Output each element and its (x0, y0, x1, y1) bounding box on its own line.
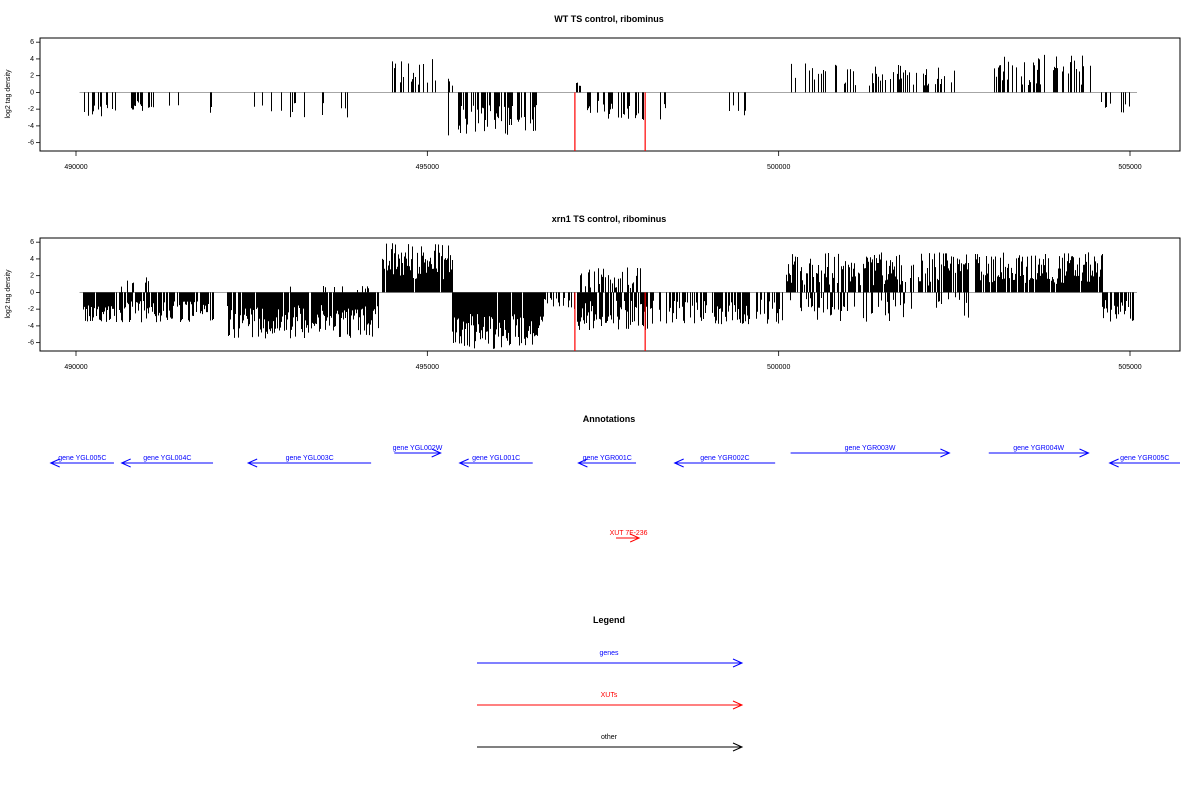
gene-arrow-head (49, 458, 60, 468)
x-ticks: 490000 495000 500000 505000 (64, 151, 1142, 171)
gene-arrow-head (673, 458, 684, 468)
gene-arrow-head (577, 458, 588, 468)
gene-label: gene YGR001C (583, 455, 632, 462)
legend-arrow-head (732, 742, 744, 752)
panel-title: WT TS control, ribominus (554, 14, 664, 24)
plot-frame (39, 37, 1181, 152)
y-tick-label: 0 (30, 89, 34, 96)
x-tick-label: 495000 (416, 364, 439, 371)
y-tick-label: 2 (30, 73, 34, 80)
panel-xrn1: xrn1 TS control, ribominus log2 tag dens… (5, 214, 1181, 371)
y-tick-label: -4 (28, 323, 34, 330)
gene-arrow-head (458, 458, 469, 468)
x-tick-label: 500000 (767, 164, 790, 171)
x-ticks: 490000 495000 500000 505000 (64, 351, 1142, 371)
annotations-title: Annotations (583, 414, 636, 424)
density-bars (79, 243, 1138, 351)
x-tick-label: 505000 (1118, 164, 1141, 171)
y-tick-label: 6 (30, 39, 34, 46)
legend-items: genes XUTs other (477, 650, 744, 752)
x-tick-label: 490000 (64, 164, 87, 171)
y-tick-label: 4 (30, 256, 34, 263)
y-tick-label: 0 (30, 289, 34, 296)
gene-arrow-head (940, 448, 951, 458)
x-tick-label: 505000 (1118, 364, 1141, 371)
gene-arrow-head (431, 448, 442, 458)
y-tick-label: 6 (30, 239, 34, 246)
xut-label: XUT 7F-236 (610, 530, 648, 537)
gene-label: gene YGL004C (143, 455, 191, 462)
annotations-track: Annotations gene YGL005C gene YGL004C gene… (49, 414, 1180, 543)
gene-arrow-head (1079, 448, 1090, 458)
y-tick-label: 2 (30, 273, 34, 280)
legend-label: other (601, 734, 618, 741)
gene-label: gene YGR002C (700, 455, 749, 462)
gene-label: gene YGR004W (1013, 445, 1064, 452)
y-ticks: -6 -4 -2 0 2 4 6 (28, 39, 40, 147)
panel-title: xrn1 TS control, ribominus (552, 214, 667, 224)
gene-label: gene YGR003W (845, 445, 896, 452)
legend-label: XUTs (601, 692, 618, 699)
gene-label: gene YGL005C (58, 455, 106, 462)
y-tick-label: -6 (28, 340, 34, 347)
y-tick-label: -2 (28, 106, 34, 113)
plot-frame (39, 237, 1181, 352)
gene-arrow-head (246, 458, 258, 468)
xut-arrows: XUT 7F-236 (610, 530, 648, 543)
gene-label: gene YGL002W (393, 445, 443, 452)
gene-label: gene YGL003C (286, 455, 334, 462)
y-tick-label: 4 (30, 56, 34, 63)
panel-wt: WT TS control, ribominus log2 tag densit… (5, 14, 1181, 171)
gene-label: gene YGL001C (472, 455, 520, 462)
xut-arrow-head (629, 533, 641, 543)
gene-label: gene YGR005C (1120, 455, 1169, 462)
y-axis-label: log2 tag density (5, 69, 12, 119)
gene-arrows: gene YGL005C gene YGL004C gene YGL003C gene… (49, 445, 1180, 468)
x-tick-label: 495000 (416, 164, 439, 171)
gene-arrow-head (1108, 458, 1119, 468)
x-tick-label: 490000 (64, 364, 87, 371)
y-tick-label: -4 (28, 123, 34, 130)
legend-label: genes (599, 650, 619, 657)
legend: Legend genes XUTs other (477, 615, 744, 752)
y-tick-label: -6 (28, 140, 34, 147)
legend-arrow-head (732, 700, 744, 710)
x-tick-label: 500000 (767, 364, 790, 371)
density-bars (79, 54, 1138, 151)
y-ticks: -6 -4 -2 0 2 4 6 (28, 239, 40, 347)
y-tick-label: -2 (28, 306, 34, 313)
gene-arrow-head (120, 458, 131, 468)
legend-arrow-head (732, 658, 744, 668)
legend-title: Legend (593, 615, 625, 625)
y-axis-label: log2 tag density (5, 269, 12, 319)
